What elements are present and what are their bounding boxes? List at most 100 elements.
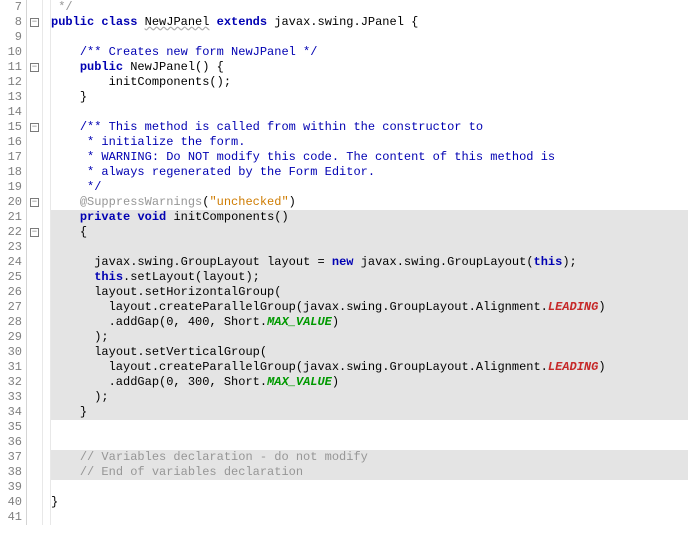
fold-toggle[interactable] bbox=[27, 0, 42, 15]
line-number: 40 bbox=[0, 495, 22, 510]
line-number: 18 bbox=[0, 165, 22, 180]
fold-toggle[interactable]: − bbox=[27, 15, 42, 30]
fold-minus-icon[interactable]: − bbox=[30, 63, 39, 72]
fold-toggle[interactable] bbox=[27, 375, 42, 390]
fold-toggle[interactable]: − bbox=[27, 225, 42, 240]
code-line[interactable]: /** Creates new form NewJPanel */ bbox=[51, 45, 688, 60]
comment: // Variables declaration - do not modify bbox=[80, 450, 368, 464]
line-number: 37 bbox=[0, 450, 22, 465]
fold-toggle[interactable] bbox=[27, 240, 42, 255]
margin-column bbox=[43, 0, 51, 525]
fold-toggle[interactable] bbox=[27, 135, 42, 150]
code-line[interactable] bbox=[51, 480, 688, 495]
code-line[interactable]: } bbox=[51, 405, 688, 420]
fold-toggle[interactable] bbox=[27, 150, 42, 165]
fold-toggle[interactable] bbox=[27, 420, 42, 435]
fold-toggle[interactable] bbox=[27, 210, 42, 225]
fold-toggle[interactable] bbox=[27, 300, 42, 315]
fold-toggle[interactable] bbox=[27, 465, 42, 480]
fold-minus-icon[interactable]: − bbox=[30, 228, 39, 237]
fold-column[interactable]: − − − − − bbox=[27, 0, 43, 525]
code-line[interactable]: layout.createParallelGroup(javax.swing.G… bbox=[51, 360, 688, 375]
code-line[interactable]: .addGap(0, 400, Short.MAX_VALUE) bbox=[51, 315, 688, 330]
code-line[interactable] bbox=[51, 30, 688, 45]
fold-toggle[interactable] bbox=[27, 450, 42, 465]
line-number: 15 bbox=[0, 120, 22, 135]
fold-toggle[interactable] bbox=[27, 90, 42, 105]
line-number-gutter: 7891011121314151617181920212223242526272… bbox=[0, 0, 27, 525]
fold-minus-icon[interactable]: − bbox=[30, 198, 39, 207]
code-line[interactable]: .addGap(0, 300, Short.MAX_VALUE) bbox=[51, 375, 688, 390]
fold-minus-icon[interactable]: − bbox=[30, 123, 39, 132]
line-number: 32 bbox=[0, 375, 22, 390]
code-line[interactable]: initComponents(); bbox=[51, 75, 688, 90]
line-number: 9 bbox=[0, 30, 22, 45]
code-editor: 7891011121314151617181920212223242526272… bbox=[0, 0, 688, 525]
fold-toggle[interactable] bbox=[27, 345, 42, 360]
code-line[interactable]: * initialize the form. bbox=[51, 135, 688, 150]
fold-toggle[interactable] bbox=[27, 495, 42, 510]
fold-toggle[interactable] bbox=[27, 405, 42, 420]
code-line[interactable] bbox=[51, 510, 688, 525]
code-area[interactable]: */public class NewJPanel extends javax.s… bbox=[51, 0, 688, 525]
code-line[interactable]: * WARNING: Do NOT modify this code. The … bbox=[51, 150, 688, 165]
code-line[interactable]: { bbox=[51, 225, 688, 240]
fold-minus-icon[interactable]: − bbox=[30, 18, 39, 27]
code-line[interactable] bbox=[51, 240, 688, 255]
code-line[interactable]: // Variables declaration - do not modify bbox=[51, 450, 688, 465]
line-number: 35 bbox=[0, 420, 22, 435]
code-line[interactable] bbox=[51, 105, 688, 120]
fold-toggle[interactable] bbox=[27, 285, 42, 300]
code-line[interactable]: } bbox=[51, 90, 688, 105]
fold-toggle[interactable] bbox=[27, 435, 42, 450]
fold-toggle[interactable] bbox=[27, 360, 42, 375]
code-line[interactable]: } bbox=[51, 495, 688, 510]
code-line[interactable]: ); bbox=[51, 330, 688, 345]
fold-toggle[interactable] bbox=[27, 390, 42, 405]
fold-toggle[interactable] bbox=[27, 30, 42, 45]
fold-toggle[interactable]: − bbox=[27, 120, 42, 135]
fold-toggle[interactable]: − bbox=[27, 195, 42, 210]
line-number: 20 bbox=[0, 195, 22, 210]
fold-toggle[interactable] bbox=[27, 105, 42, 120]
code-line[interactable]: /** This method is called from within th… bbox=[51, 120, 688, 135]
javadoc: /** Creates new form NewJPanel */ bbox=[80, 45, 318, 59]
annotation: @SuppressWarnings bbox=[80, 195, 202, 209]
code-line[interactable]: public class NewJPanel extends javax.swi… bbox=[51, 15, 688, 30]
code-line[interactable]: ); bbox=[51, 390, 688, 405]
fold-toggle[interactable] bbox=[27, 255, 42, 270]
code-line[interactable]: javax.swing.GroupLayout layout = new jav… bbox=[51, 255, 688, 270]
code-line[interactable] bbox=[51, 420, 688, 435]
code-line[interactable]: */ bbox=[51, 180, 688, 195]
code-line[interactable] bbox=[51, 435, 688, 450]
line-number: 12 bbox=[0, 75, 22, 90]
fold-toggle[interactable] bbox=[27, 315, 42, 330]
fold-toggle[interactable]: − bbox=[27, 60, 42, 75]
line-number: 41 bbox=[0, 510, 22, 525]
code-line[interactable]: public NewJPanel() { bbox=[51, 60, 688, 75]
fold-toggle[interactable] bbox=[27, 330, 42, 345]
fold-toggle[interactable] bbox=[27, 75, 42, 90]
fold-toggle[interactable] bbox=[27, 270, 42, 285]
line-number: 17 bbox=[0, 150, 22, 165]
code-line[interactable]: this.setLayout(layout); bbox=[51, 270, 688, 285]
code-line[interactable]: layout.setVerticalGroup( bbox=[51, 345, 688, 360]
fold-toggle[interactable] bbox=[27, 510, 42, 525]
code-line[interactable]: */ bbox=[51, 0, 688, 15]
code-line[interactable]: * always regenerated by the Form Editor. bbox=[51, 165, 688, 180]
fold-toggle[interactable] bbox=[27, 480, 42, 495]
code-line[interactable]: layout.setHorizontalGroup( bbox=[51, 285, 688, 300]
line-number: 7 bbox=[0, 0, 22, 15]
line-number: 23 bbox=[0, 240, 22, 255]
fold-toggle[interactable] bbox=[27, 165, 42, 180]
fold-toggle[interactable] bbox=[27, 180, 42, 195]
line-number: 25 bbox=[0, 270, 22, 285]
code-line[interactable]: private void initComponents() bbox=[51, 210, 688, 225]
line-number: 21 bbox=[0, 210, 22, 225]
code-line[interactable]: layout.createParallelGroup(javax.swing.G… bbox=[51, 300, 688, 315]
code-line[interactable]: @SuppressWarnings("unchecked") bbox=[51, 195, 688, 210]
line-number: 10 bbox=[0, 45, 22, 60]
line-number: 8 bbox=[0, 15, 22, 30]
code-line[interactable]: // End of variables declaration bbox=[51, 465, 688, 480]
fold-toggle[interactable] bbox=[27, 45, 42, 60]
